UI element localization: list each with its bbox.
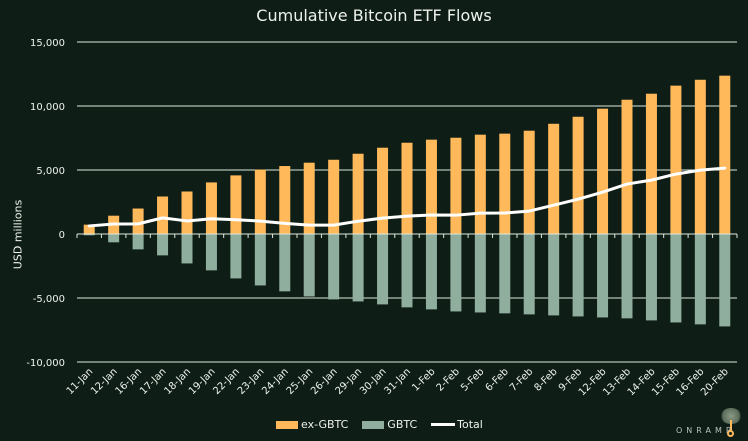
legend-label-total: Total bbox=[457, 418, 483, 431]
key-ring-icon bbox=[727, 430, 734, 437]
bar-ex-gbtc bbox=[254, 169, 266, 234]
legend-item-total[interactable]: Total bbox=[431, 418, 483, 431]
x-tick-label: 25-Jan bbox=[285, 366, 316, 397]
x-tick-label: 23-Jan bbox=[236, 366, 267, 397]
x-tick-label: 2-Feb bbox=[435, 366, 462, 393]
bar-gbtc bbox=[645, 234, 657, 321]
bar-gbtc bbox=[474, 234, 486, 313]
bar-gbtc bbox=[377, 234, 389, 305]
bar-ex-gbtc bbox=[523, 130, 535, 234]
bar-gbtc bbox=[450, 234, 462, 312]
bar-ex-gbtc bbox=[499, 133, 511, 234]
bar-ex-gbtc bbox=[694, 79, 706, 234]
legend-label-ex-gbtc: ex-GBTC bbox=[301, 418, 349, 431]
x-tick-label: 22-Jan bbox=[211, 366, 242, 397]
bar-gbtc bbox=[572, 234, 584, 317]
bar-gbtc bbox=[719, 234, 731, 327]
legend-item-ex-gbtc[interactable]: ex-GBTC bbox=[276, 418, 348, 431]
x-tick-label: 17-Jan bbox=[138, 366, 169, 397]
y-tick-label: -10,000 bbox=[26, 358, 65, 369]
bar-gbtc bbox=[621, 234, 633, 319]
bar-gbtc bbox=[230, 234, 242, 279]
bar-ex-gbtc bbox=[621, 99, 633, 234]
bar-ex-gbtc bbox=[572, 116, 584, 234]
x-tick-label: 11-Jan bbox=[65, 366, 96, 397]
y-tick-label: 10,000 bbox=[30, 102, 65, 113]
legend-swatch-gbtc bbox=[362, 420, 385, 429]
bar-ex-gbtc bbox=[425, 139, 437, 234]
legend-label-gbtc: GBTC bbox=[387, 418, 418, 431]
bar-ex-gbtc bbox=[548, 123, 560, 234]
x-tick-label: 29-Jan bbox=[334, 366, 365, 397]
chart-title: Cumulative Bitcoin ETF Flows bbox=[256, 6, 492, 25]
bar-gbtc bbox=[303, 234, 315, 297]
total-line bbox=[87, 166, 727, 228]
y-tick-label: 15,000 bbox=[30, 38, 65, 49]
bar-gbtc bbox=[157, 234, 169, 256]
bar-ex-gbtc bbox=[279, 166, 291, 234]
bar-gbtc bbox=[499, 234, 511, 314]
bar-ex-gbtc bbox=[645, 93, 657, 234]
x-tick-label: 24-Jan bbox=[260, 366, 291, 397]
bar-ex-gbtc bbox=[230, 175, 242, 234]
bar-ex-gbtc bbox=[597, 108, 609, 234]
bar-gbtc bbox=[548, 234, 560, 316]
brand-logo: ONRAMP bbox=[676, 426, 735, 435]
bar-gbtc bbox=[254, 234, 266, 286]
bar-gbtc bbox=[523, 234, 535, 315]
x-tick-label: 1-Feb bbox=[410, 366, 437, 393]
bar-gbtc bbox=[132, 234, 144, 250]
bar-ex-gbtc bbox=[303, 162, 315, 234]
legend-swatch-total bbox=[431, 423, 456, 426]
x-tick-label: 8-Feb bbox=[532, 366, 559, 393]
bar-ex-gbtc bbox=[83, 224, 95, 234]
bar-gbtc bbox=[279, 234, 291, 292]
x-tick-label: 6-Feb bbox=[484, 366, 511, 393]
bar-ex-gbtc bbox=[719, 75, 731, 234]
bar-ex-gbtc bbox=[474, 134, 486, 234]
legend-swatch-ex-gbtc bbox=[276, 420, 298, 429]
bar-gbtc bbox=[352, 234, 364, 302]
x-tick-label: 20-Feb bbox=[699, 366, 731, 398]
y-tick-label: -5,000 bbox=[33, 294, 65, 305]
bar-ex-gbtc bbox=[157, 196, 169, 234]
bar-gbtc bbox=[181, 234, 193, 264]
y-tick-label: 5,000 bbox=[36, 166, 65, 177]
bar-ex-gbtc bbox=[450, 137, 462, 234]
bar-gbtc bbox=[401, 234, 413, 308]
bar-ex-gbtc bbox=[670, 85, 682, 234]
bar-gbtc bbox=[597, 234, 609, 318]
bar-gbtc bbox=[425, 234, 437, 310]
tree-logo-icon bbox=[720, 408, 742, 424]
bar-ex-gbtc bbox=[181, 191, 193, 234]
bar-ex-gbtc bbox=[401, 142, 413, 234]
bar-gbtc bbox=[328, 234, 340, 300]
bar-gbtc bbox=[108, 234, 120, 243]
bar-ex-gbtc bbox=[328, 159, 340, 234]
x-tick-label: 31-Jan bbox=[382, 366, 413, 397]
bar-gbtc bbox=[205, 234, 217, 271]
x-tick-label: 12-Jan bbox=[89, 366, 120, 397]
bar-gbtc bbox=[670, 234, 682, 323]
bar-ex-gbtc bbox=[132, 208, 144, 234]
bar-ex-gbtc bbox=[377, 147, 389, 234]
x-tick-label: 18-Jan bbox=[162, 366, 193, 397]
x-tick-label: 16-Jan bbox=[114, 366, 145, 397]
x-tick-label: 30-Jan bbox=[358, 366, 389, 397]
y-tick-label: 0 bbox=[59, 230, 65, 241]
bar-ex-gbtc bbox=[352, 153, 364, 234]
key-trunk-icon bbox=[730, 420, 732, 432]
x-tick-label: 26-Jan bbox=[309, 366, 340, 397]
x-tick-label: 19-Jan bbox=[187, 366, 218, 397]
bar-gbtc bbox=[694, 234, 706, 325]
bar-ex-gbtc bbox=[205, 182, 217, 234]
x-tick-label: 5-Feb bbox=[459, 366, 486, 393]
x-tick-label: 7-Feb bbox=[508, 366, 535, 393]
bar-gbtc bbox=[83, 234, 95, 236]
legend: ex-GBTC GBTC Total bbox=[276, 418, 497, 431]
legend-item-gbtc[interactable]: GBTC bbox=[362, 418, 417, 431]
